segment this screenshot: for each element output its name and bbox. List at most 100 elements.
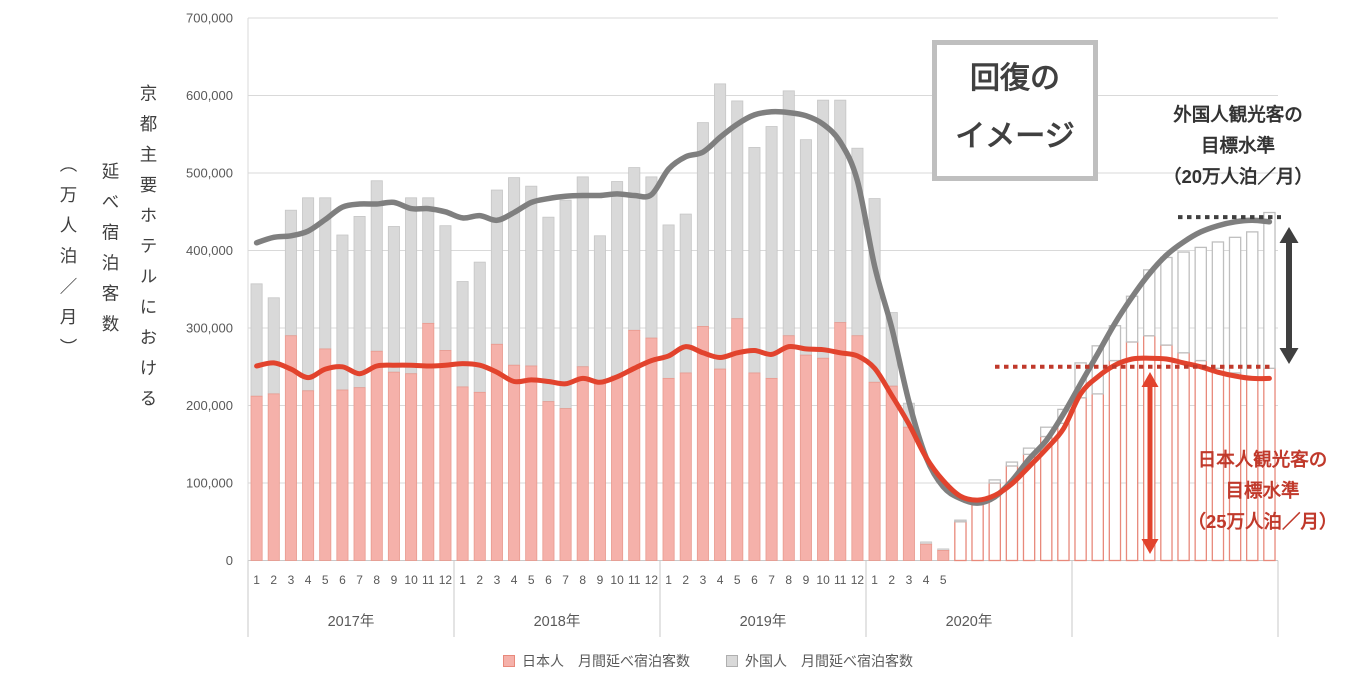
- month-label: 9: [803, 573, 810, 587]
- bar-foreign: [542, 216, 555, 403]
- bar-foreign: [628, 167, 641, 331]
- bar-japanese: [920, 543, 933, 561]
- year-label: 2017年: [328, 613, 375, 630]
- bar-japanese-forecast: [1125, 341, 1139, 562]
- y-tick-label: 200,000: [186, 398, 233, 413]
- bar-japanese: [937, 550, 950, 561]
- bar-japanese: [542, 401, 555, 561]
- month-label: 11: [628, 573, 641, 587]
- month-label: 3: [906, 573, 913, 587]
- month-label: 2: [888, 573, 895, 587]
- bar-foreign: [284, 209, 297, 337]
- legend-label-japanese: 日本人 月間延べ宿泊客数: [522, 653, 690, 669]
- year-label: 2019年: [740, 613, 787, 630]
- bar-foreign-forecast: [954, 519, 967, 523]
- bar-foreign: [559, 199, 572, 410]
- month-label: 3: [494, 573, 501, 587]
- japanese-target-label: 日本人観光客の 目標水準 （25万人泊／月）: [1160, 444, 1360, 537]
- bar-foreign: [422, 197, 435, 324]
- bar-japanese: [628, 329, 641, 561]
- bar-foreign: [267, 297, 280, 395]
- bar-japanese: [490, 343, 503, 561]
- japanese-target-line-1: 日本人観光客の: [1197, 449, 1328, 470]
- bar-foreign: [439, 225, 452, 351]
- bar-japanese: [405, 373, 418, 561]
- month-label: 4: [511, 573, 518, 587]
- bar-foreign: [456, 281, 469, 388]
- recovery-line-2: イメージ: [955, 120, 1075, 153]
- month-label: 7: [562, 573, 569, 587]
- month-label: 11: [834, 573, 847, 587]
- y-tick-label: 500,000: [186, 166, 233, 181]
- bar-japanese: [473, 391, 486, 561]
- bar-foreign: [799, 139, 812, 356]
- japanese-target-arrow-up-icon: [1141, 372, 1159, 387]
- y-axis-main-title: 京都主要ホテルにおける: [138, 84, 158, 420]
- bar-japanese-forecast: [1108, 359, 1122, 562]
- bar-japanese-forecast: [971, 502, 984, 562]
- month-label: 6: [545, 573, 552, 587]
- month-label: 1: [665, 573, 672, 587]
- y-tick-label: 700,000: [186, 11, 233, 26]
- legend-label-foreign: 外国人 月間延べ宿泊客数: [745, 653, 913, 669]
- month-label: 10: [816, 573, 830, 587]
- bar-japanese: [508, 364, 521, 561]
- bar-foreign: [525, 185, 538, 367]
- bar-japanese: [714, 368, 727, 561]
- bar-japanese: [284, 335, 297, 561]
- bar-japanese: [456, 386, 469, 561]
- bar-japanese: [593, 383, 606, 561]
- trend-line-japanese: [254, 343, 1272, 503]
- month-label: 10: [610, 573, 624, 587]
- month-label: 11: [422, 573, 435, 587]
- bar-japanese: [319, 348, 332, 561]
- japanese-series-swatch-icon: [503, 655, 515, 667]
- month-label: 9: [597, 573, 604, 587]
- y-axis-unit-title: （万人泊／月）: [58, 155, 78, 369]
- month-label: 8: [579, 573, 586, 587]
- month-label: 7: [768, 573, 775, 587]
- bar-japanese: [576, 366, 589, 561]
- bar-foreign-forecast: [1211, 241, 1225, 369]
- recovery-line-1: 回復の: [970, 62, 1060, 95]
- bar-foreign-forecast: [1160, 256, 1173, 346]
- bar-japanese: [302, 390, 315, 561]
- month-label: 6: [751, 573, 758, 587]
- trend-line-total: [253, 108, 1273, 506]
- japanese-target-line-3: （25万人泊／月）: [1187, 511, 1338, 532]
- bar-japanese: [731, 318, 744, 561]
- foreign-target-line-3: （20万人泊／月）: [1162, 166, 1314, 187]
- bar-japanese: [645, 337, 658, 561]
- bar-japanese: [782, 335, 795, 561]
- bar-japanese-forecast: [1057, 422, 1070, 562]
- bar-foreign-forecast: [1246, 231, 1259, 379]
- month-label: 6: [339, 573, 346, 587]
- bar-japanese: [817, 357, 830, 561]
- foreign-series-swatch-icon: [726, 655, 738, 667]
- bar-japanese: [370, 350, 383, 561]
- foreign-target-line-2: 目標水準: [1200, 135, 1275, 156]
- month-label: 8: [785, 573, 792, 587]
- month-label: 4: [305, 573, 312, 587]
- bar-foreign: [250, 283, 263, 397]
- bar-foreign: [765, 126, 778, 379]
- y-tick-label: 300,000: [186, 321, 233, 336]
- month-label: 12: [439, 573, 453, 587]
- bar-japanese: [336, 389, 349, 561]
- bar-japanese: [267, 393, 280, 561]
- bar-japanese: [662, 377, 675, 561]
- bar-foreign-forecast: [1263, 211, 1276, 369]
- bar-japanese: [799, 354, 812, 561]
- bar-foreign: [490, 189, 503, 345]
- bar-foreign: [576, 176, 589, 368]
- legend: 日本人 月間延べ宿泊客数 外国人 月間延べ宿泊客数: [448, 651, 968, 671]
- month-label: 4: [717, 573, 724, 587]
- bar-foreign: [508, 177, 521, 366]
- y-tick-label: 400,000: [186, 243, 233, 258]
- y-tick-label: 100,000: [186, 476, 233, 491]
- bar-foreign-forecast: [1194, 246, 1208, 362]
- month-label: 9: [391, 573, 398, 587]
- month-label: 5: [734, 573, 741, 587]
